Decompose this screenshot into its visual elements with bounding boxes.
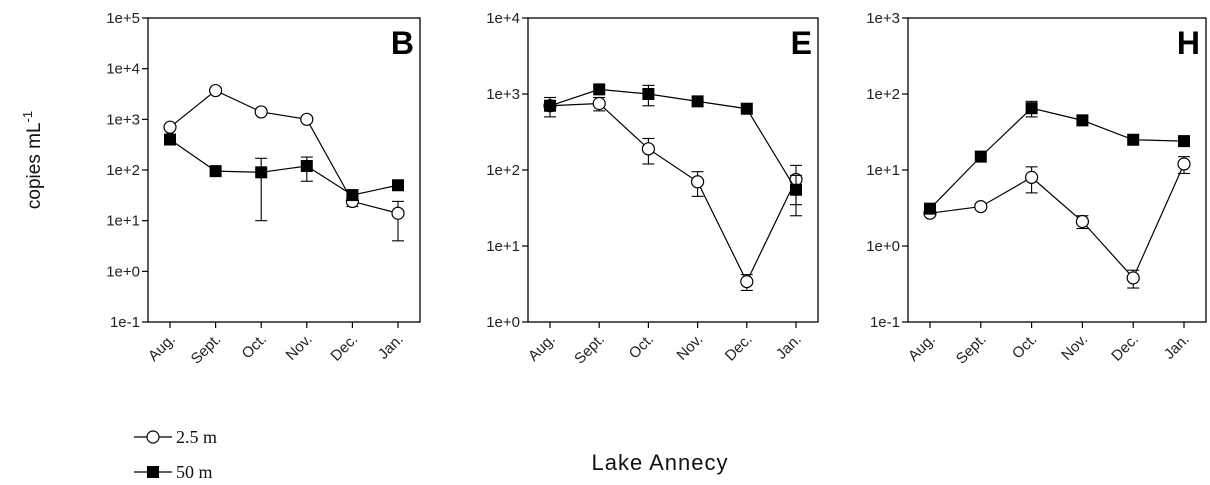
data-point	[209, 165, 222, 178]
x-tick-label: Jan.	[773, 331, 805, 363]
data-point	[254, 105, 268, 119]
series-line-1	[169, 139, 399, 196]
x-tick-label: Dec.	[327, 331, 361, 365]
data-point	[209, 83, 223, 98]
series-line-1	[549, 88, 797, 191]
series-line-1	[929, 107, 1185, 210]
data-point	[691, 95, 704, 108]
y-tick-label: 1e+1	[866, 162, 900, 179]
data-point	[163, 120, 177, 134]
panel-letter: E	[791, 25, 812, 61]
data-point	[1024, 170, 1039, 184]
series-line-0	[169, 89, 399, 214]
y-tick-label: 1e+5	[106, 10, 140, 27]
legend-marker	[147, 466, 159, 478]
x-tick-label: Sept.	[953, 331, 990, 368]
data-point	[300, 112, 314, 126]
legend-label: 50 m	[176, 462, 213, 482]
data-point	[392, 179, 404, 192]
x-tick-label: Jan.	[1161, 331, 1193, 363]
data-point	[346, 189, 359, 202]
y-tick-label: 1e+3	[866, 10, 900, 27]
data-point	[593, 83, 606, 96]
data-point	[544, 99, 556, 112]
data-point	[255, 166, 268, 179]
data-point	[164, 133, 176, 146]
x-tick-label: Sept.	[188, 331, 225, 368]
panel-H: 1e-1 1e+0 1e+1 1e+2 1e+3 Aug. Sept. Oct. Nov. Dec…	[866, 10, 1207, 368]
series-line-0	[549, 102, 797, 283]
y-tick-label: 1e+1	[486, 238, 520, 255]
data-point	[1126, 271, 1140, 285]
data-point	[974, 150, 987, 163]
x-tick-label: Sept.	[571, 331, 608, 368]
data-point	[690, 175, 705, 189]
y-axis-title: copies mL-1	[20, 111, 45, 209]
plot-frame	[527, 17, 819, 323]
y-tick-label: 1e+2	[106, 162, 140, 179]
x-tick-label: Aug.	[145, 331, 179, 365]
data-point	[1127, 133, 1140, 146]
y-tick-label: 1e+4	[486, 10, 520, 27]
series-line-0	[929, 163, 1185, 280]
data-point	[1075, 214, 1090, 229]
x-tick-label: Dec.	[722, 331, 756, 365]
y-tick-label: 1e+0	[866, 238, 900, 255]
y-tick-label: 1e-1	[870, 314, 900, 331]
data-point	[300, 159, 313, 172]
legend-marker	[146, 430, 160, 444]
plot-frame	[907, 17, 1207, 323]
y-tick-label: 1e+0	[106, 263, 140, 280]
data-point	[1178, 135, 1190, 148]
panel-letter: B	[391, 25, 414, 61]
data-point	[1076, 114, 1089, 127]
y-tick-label: 1e+2	[486, 162, 520, 179]
panel-E: 1e+0 1e+1 1e+2 1e+3 1e+4 Aug. Sept. Oct. Nov. Dec…	[486, 10, 819, 368]
data-point	[641, 142, 656, 156]
data-point	[642, 88, 655, 100]
y-tick-label: 1e+3	[106, 111, 140, 128]
x-tick-label: Nov.	[283, 331, 316, 364]
panel-letter: H	[1177, 25, 1200, 61]
y-tick-label: 1e+4	[106, 61, 140, 78]
y-tick-label: 1e-1	[110, 314, 140, 331]
data-point	[790, 183, 802, 196]
x-tick-label: Nov.	[1058, 331, 1091, 364]
panel-B: 1e-1 1e+0 1e+1 1e+2 1e+3 1e+4 1e+5 Aug. Sept. Oct…	[106, 10, 421, 368]
data-point	[592, 96, 606, 111]
plot-frame	[147, 17, 421, 323]
y-tick-label: 1e+0	[486, 314, 520, 331]
data-point	[1025, 102, 1038, 115]
y-tick-label: 1e+1	[106, 213, 140, 230]
data-point	[391, 206, 405, 220]
x-tick-label: Aug.	[525, 331, 559, 365]
x-tick-label: Aug.	[905, 331, 939, 365]
data-point	[740, 275, 754, 289]
data-point	[974, 199, 988, 214]
data-point	[1177, 157, 1191, 171]
x-tick-label: Jan.	[375, 331, 407, 363]
data-point	[924, 202, 936, 215]
y-tick-label: 1e+3	[486, 86, 520, 103]
x-tick-label: Nov.	[673, 331, 706, 364]
legend-label: 2.5 m	[176, 427, 217, 447]
legend: 2.5 m 50 m	[134, 427, 217, 482]
data-point	[740, 102, 753, 115]
x-tick-label: Dec.	[1108, 331, 1142, 365]
x-tick-label: Oct.	[239, 331, 270, 362]
x-axis-title: Lake Annecy	[592, 450, 729, 475]
y-tick-label: 1e+2	[866, 86, 900, 103]
x-tick-label: Oct.	[626, 331, 657, 362]
x-tick-label: Oct.	[1009, 331, 1040, 362]
